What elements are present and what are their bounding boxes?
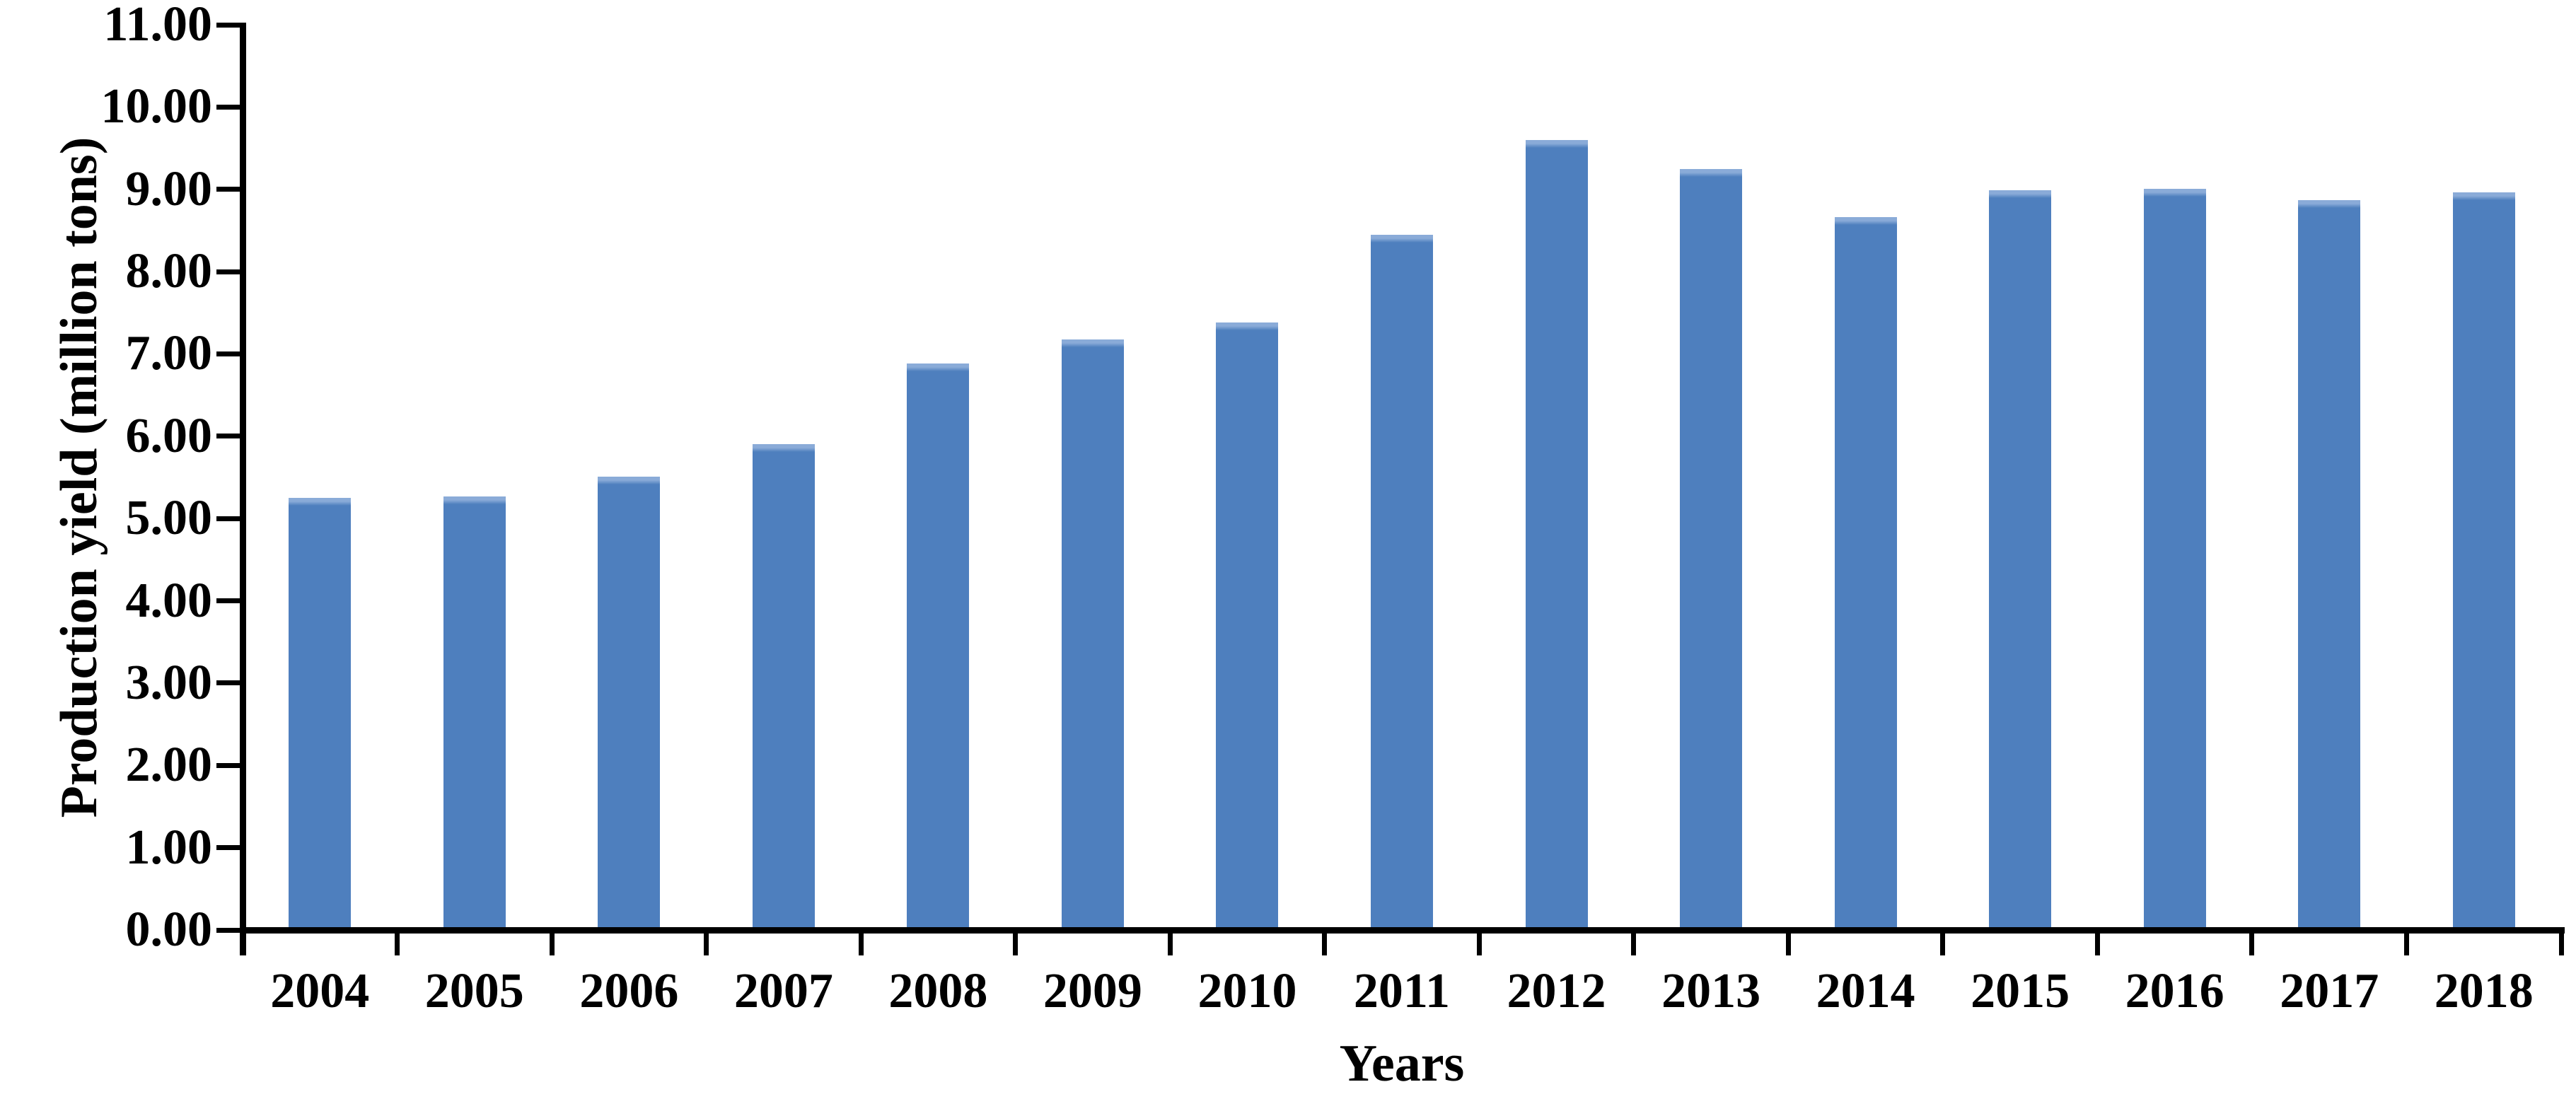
y-tick: [216, 187, 246, 192]
y-tick-label: 9.00: [125, 161, 213, 216]
y-tick-label: 6.00: [125, 408, 213, 463]
bar-2006: [598, 476, 661, 930]
bar-2014: [1834, 217, 1897, 930]
bar-2010: [1216, 322, 1279, 930]
x-category-label-2007: 2007: [733, 964, 833, 1018]
y-tick: [216, 680, 246, 686]
x-tick: [2094, 926, 2100, 955]
x-category-label-2011: 2011: [1353, 964, 1451, 1018]
y-tick-label: 11.00: [103, 0, 212, 52]
x-tick: [858, 926, 864, 955]
y-tick: [216, 845, 246, 851]
x-category-label-2018: 2018: [2434, 964, 2534, 1018]
x-tick: [1631, 926, 1637, 955]
x-tick: [1167, 926, 1173, 955]
y-tick-label: 8.00: [125, 244, 213, 299]
y-tick: [216, 927, 246, 933]
x-tick: [704, 926, 709, 955]
y-tick-label: 4.00: [125, 573, 213, 628]
y-tick-label: 0.00: [125, 902, 213, 957]
y-tick-label: 10.00: [100, 79, 213, 134]
x-category-label-2017: 2017: [2280, 964, 2379, 1018]
bar-2007: [752, 444, 815, 930]
y-tick: [216, 598, 246, 604]
x-axis-title: Years: [1339, 1035, 1465, 1093]
x-category-label-2016: 2016: [2125, 964, 2224, 1018]
y-tick: [216, 516, 246, 521]
y-tick: [216, 104, 246, 110]
x-category-label-2013: 2013: [1661, 964, 1761, 1018]
x-category-label-2010: 2010: [1197, 964, 1297, 1018]
bar-2016: [2143, 188, 2206, 930]
x-tick: [1940, 926, 1946, 955]
y-tick-label: 2.00: [125, 738, 213, 793]
bar-2005: [443, 496, 506, 930]
x-axis-line: [239, 926, 2565, 934]
bar-2013: [1680, 168, 1743, 930]
y-tick-label: 3.00: [125, 655, 213, 710]
x-category-label-2005: 2005: [424, 964, 524, 1018]
x-tick: [2249, 926, 2255, 955]
bar-2009: [1061, 339, 1124, 930]
x-tick: [1785, 926, 1791, 955]
x-tick: [549, 926, 555, 955]
y-tick: [216, 269, 246, 274]
bar-2017: [2298, 199, 2361, 930]
y-tick: [216, 351, 246, 356]
y-tick: [216, 762, 246, 768]
x-category-label-2008: 2008: [888, 964, 988, 1018]
x-category-label-2015: 2015: [1971, 964, 2070, 1018]
x-tick: [395, 926, 400, 955]
bar-2004: [289, 498, 352, 930]
x-tick: [2403, 926, 2409, 955]
y-tick: [216, 22, 246, 28]
bar-2018: [2452, 192, 2515, 930]
y-tick-label: 7.00: [125, 326, 213, 381]
bar-2012: [1525, 139, 1588, 930]
bar-2011: [1371, 234, 1433, 930]
x-tick: [1322, 926, 1328, 955]
y-tick: [216, 434, 246, 439]
y-tick-label: 1.00: [125, 820, 213, 875]
bar-2008: [907, 364, 970, 930]
x-category-label-2009: 2009: [1043, 964, 1142, 1018]
y-axis-line: [239, 22, 246, 955]
x-category-label-2014: 2014: [1816, 964, 1915, 1018]
x-category-label-2004: 2004: [270, 964, 370, 1018]
y-tick-label: 5.00: [125, 491, 213, 546]
x-category-label-2012: 2012: [1507, 964, 1606, 1018]
x-tick: [1476, 926, 1482, 955]
x-tick: [2558, 926, 2564, 955]
bar-2015: [1989, 190, 2052, 930]
x-category-label-2006: 2006: [579, 964, 679, 1018]
y-axis-title: Production yield (million tons): [50, 136, 108, 818]
x-tick: [1013, 926, 1019, 955]
